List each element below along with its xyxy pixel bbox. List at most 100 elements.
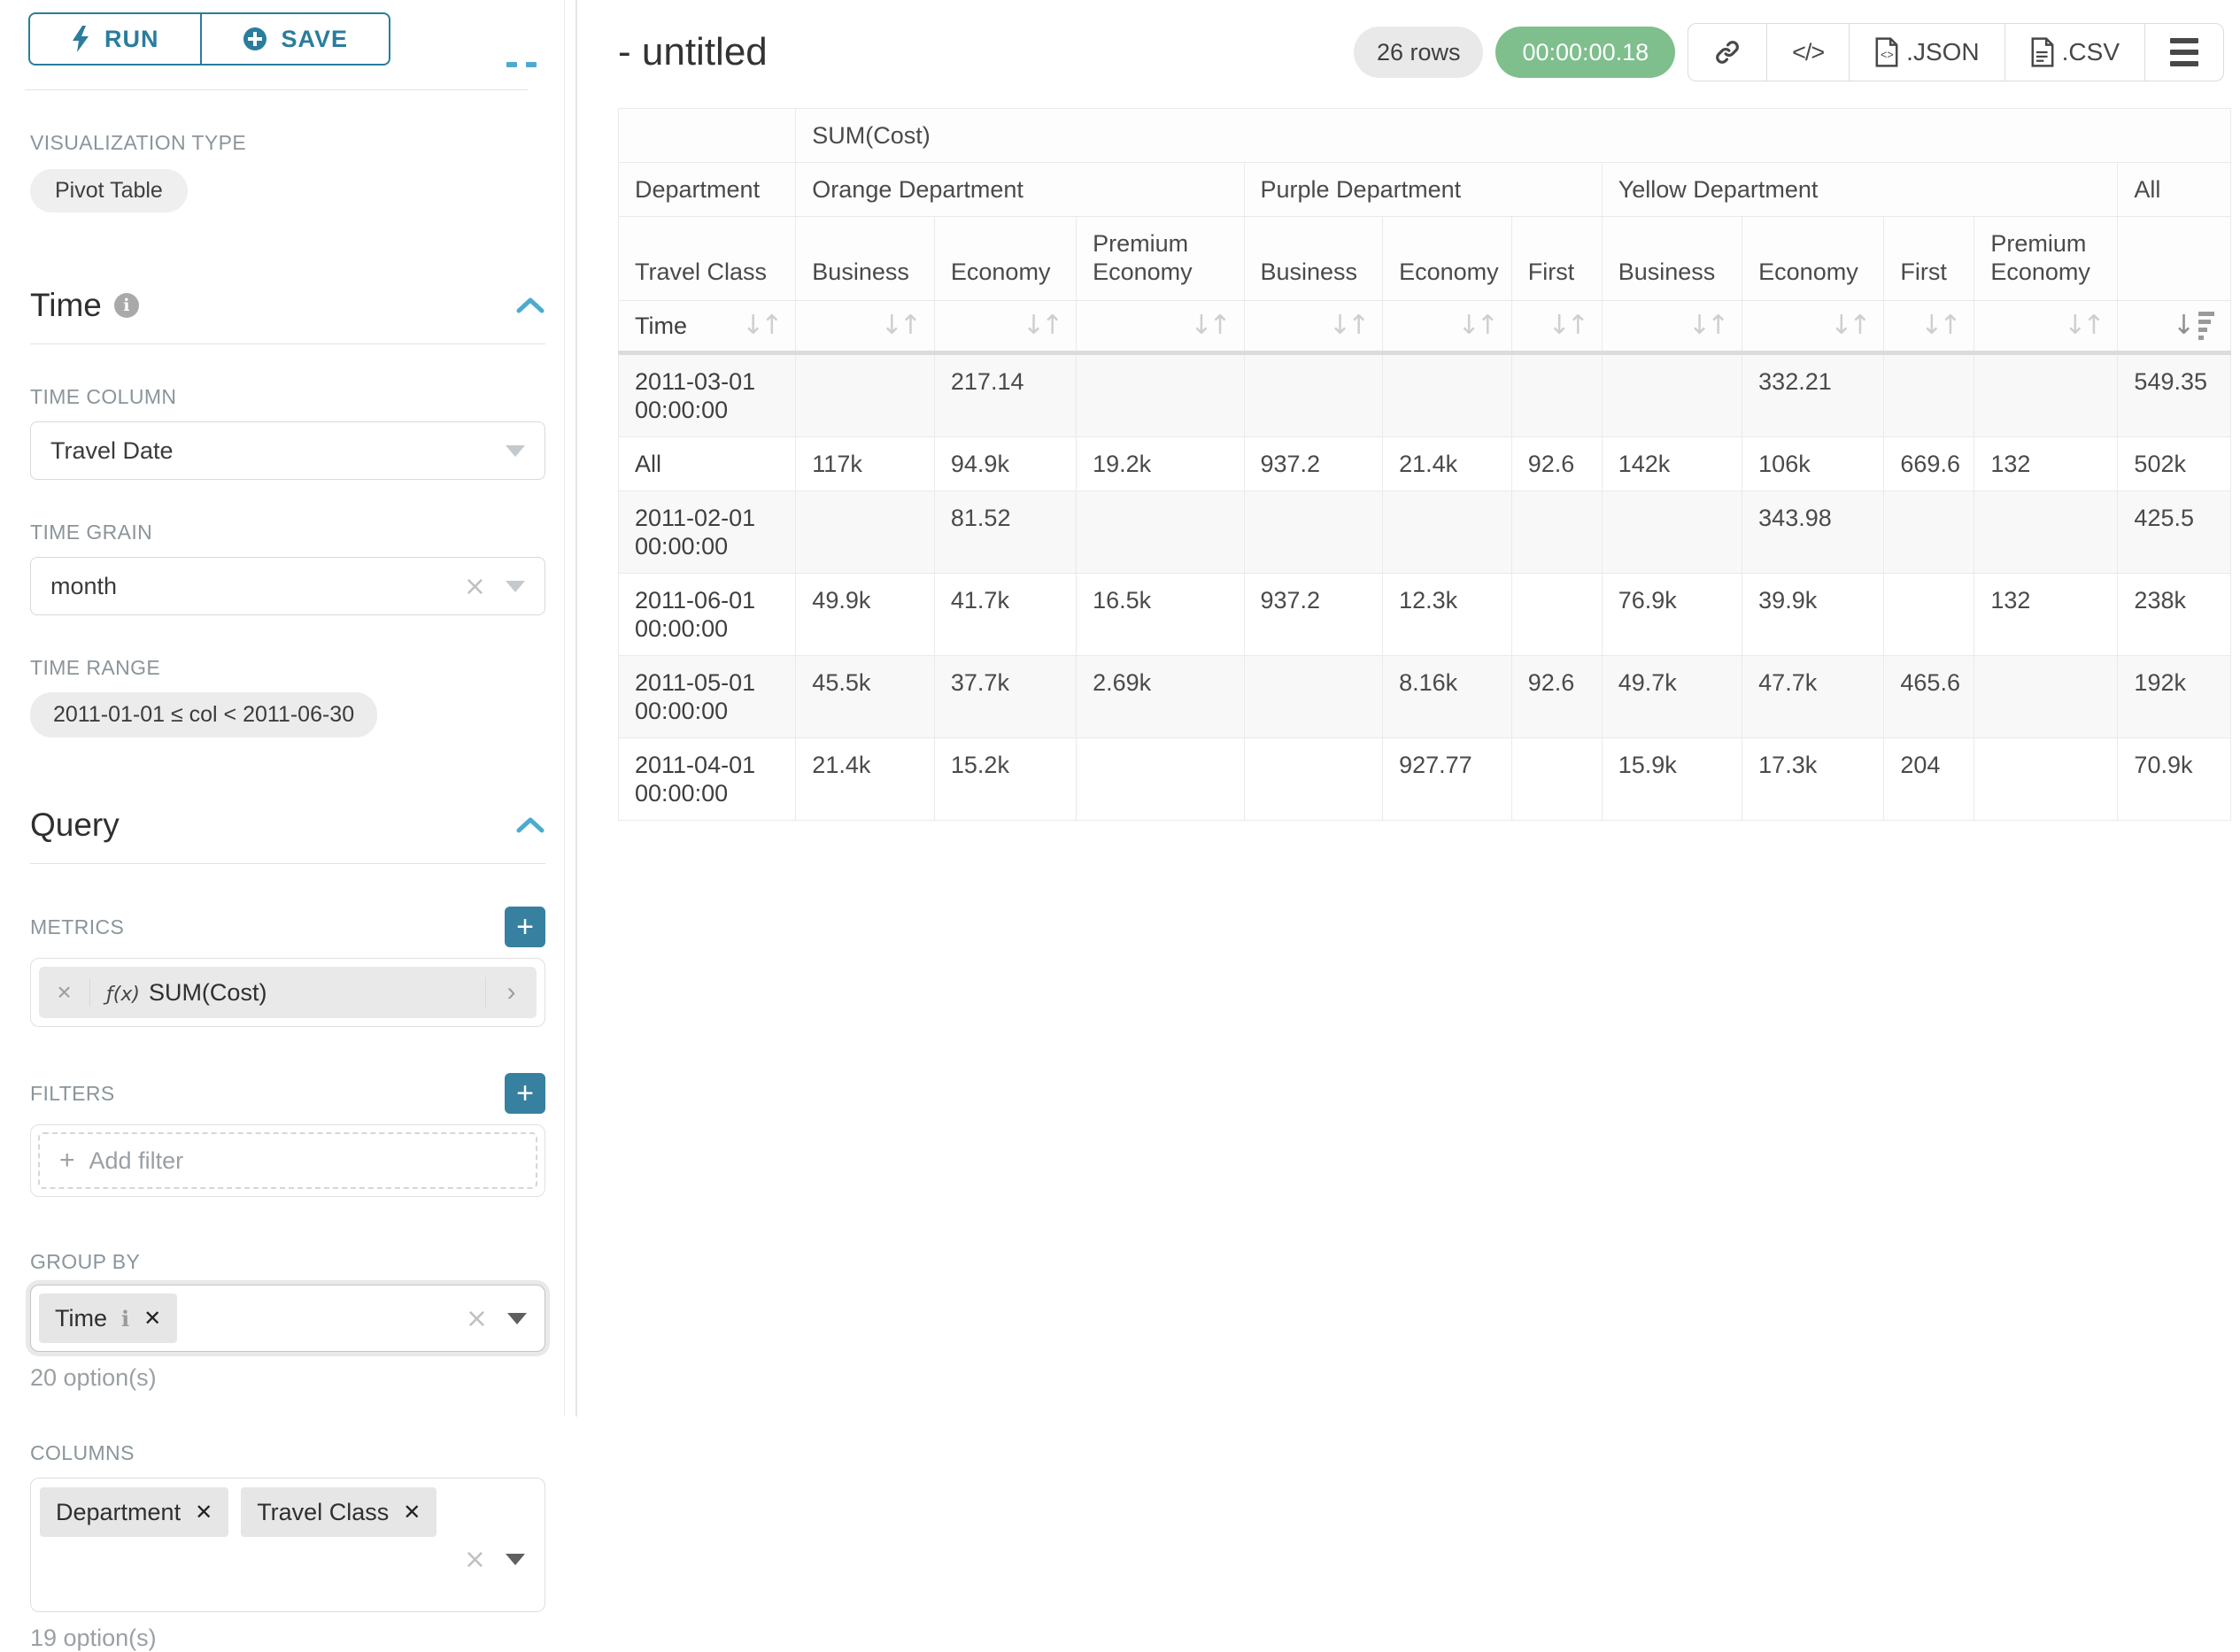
pivot-cell [1382, 490, 1512, 574]
remove-metric-icon[interactable]: × [39, 978, 90, 1007]
pivot-cell [1076, 352, 1245, 437]
export-csv-button[interactable]: .CSV [2004, 24, 2144, 81]
query-section-header: Query [30, 807, 545, 844]
pivot-cell: 19.2k [1076, 436, 1245, 491]
pivot-cell [1883, 490, 1975, 574]
sort-icon[interactable]: ↓↑ [2064, 310, 2105, 341]
pivot-cell: 21.4k [795, 737, 935, 821]
pivot-table: SUM(Cost) Department Orange Department P… [617, 108, 2231, 821]
metrics-field: × ƒ(x) SUM(Cost) › [30, 958, 545, 1027]
menu-button[interactable] [2144, 24, 2223, 81]
sort-icon[interactable]: ↓↑ [1548, 310, 1588, 341]
pivot-cell: 47.7k [1742, 655, 1885, 738]
pivot-cell [1883, 573, 1975, 656]
pivot-cell: 132 [1974, 573, 2119, 656]
clear-icon[interactable]: × [463, 1544, 486, 1575]
pivot-cell: 45.5k [795, 655, 935, 738]
export-json-button[interactable]: <> .JSON [1849, 24, 2004, 81]
pivot-cell: 16.5k [1076, 573, 1245, 656]
columns-tag-travel-class[interactable]: Travel Class ✕ [241, 1487, 437, 1537]
subcol-header: Economy [1742, 216, 1885, 301]
table-row: 2011-04-01 00:00:00 21.4k 15.2k 927.77 15.9k… [617, 737, 2231, 821]
metrics-label: METRICS [30, 915, 125, 938]
plus-icon: + [59, 1146, 75, 1175]
run-button[interactable]: RUN [30, 14, 200, 64]
sort-icon[interactable]: ↓↑ [1920, 310, 1961, 341]
time-row-label: Time [635, 313, 687, 339]
pivot-cell: 17.3k [1742, 737, 1885, 821]
pivot-cell [1076, 737, 1245, 821]
view-query-button[interactable]: </> [1766, 24, 1849, 81]
expand-metric-icon[interactable]: › [485, 977, 537, 1007]
group-by-label: GROUP BY [30, 1250, 141, 1273]
add-filter-plus-button[interactable]: + [505, 1073, 545, 1114]
clipped-icon [506, 62, 517, 67]
add-filter-button[interactable]: + Add filter [38, 1132, 537, 1189]
sort-icon[interactable]: ↓↑ [1830, 310, 1871, 341]
time-column-select[interactable]: Travel Date [30, 421, 545, 480]
visualization-type-value[interactable]: Pivot Table [30, 169, 188, 212]
metric-header: SUM(Cost) [795, 108, 2231, 163]
col-dim-label: Travel Class [617, 216, 797, 301]
subcol-header: Economy [1382, 216, 1512, 301]
clear-icon[interactable]: × [465, 1302, 488, 1334]
chevron-down-icon [507, 1312, 527, 1324]
pivot-cell: 37.7k [933, 655, 1078, 738]
col-group-purple: Purple Department [1243, 162, 1603, 217]
col-group-orange: Orange Department [795, 162, 1245, 217]
group-by-select[interactable]: Time i ✕ × [30, 1285, 545, 1352]
subcol-header: Premium Economy [1974, 216, 2119, 301]
pivot-cell: 425.5 [2117, 490, 2231, 574]
sort-desc-active-icon[interactable]: ↓ [2173, 312, 2214, 340]
clear-icon[interactable]: × [463, 570, 486, 602]
share-link-button[interactable] [1688, 24, 1766, 81]
clipped-icon [526, 62, 537, 67]
svg-text:<>: <> [1881, 49, 1894, 61]
remove-tag-icon[interactable]: ✕ [143, 1306, 162, 1331]
row-label: 2011-04-01 00:00:00 [617, 737, 797, 821]
pivot-cell [1883, 352, 1975, 437]
remove-tag-icon[interactable]: ✕ [195, 1500, 213, 1525]
sort-icon[interactable]: ↓↑ [1022, 310, 1063, 341]
pivot-cell [795, 490, 935, 574]
lightning-icon [73, 26, 89, 52]
pivot-cell: 94.9k [933, 436, 1078, 491]
time-column-label: TIME COLUMN [30, 385, 177, 408]
columns-label: COLUMNS [30, 1441, 135, 1464]
corner-cell [617, 108, 797, 163]
remove-tag-icon[interactable]: ✕ [403, 1500, 421, 1525]
panel-scrollbar[interactable] [564, 0, 565, 1417]
save-button[interactable]: SAVE [199, 14, 390, 64]
pivot-cell: 92.6 [1510, 655, 1603, 738]
group-by-tag-time[interactable]: Time i ✕ [39, 1293, 178, 1343]
pivot-cell [1243, 490, 1384, 574]
add-metric-button[interactable]: + [505, 907, 545, 947]
sort-icon[interactable]: ↓↑ [880, 310, 922, 341]
collapse-query-chevron-icon[interactable] [515, 816, 545, 834]
sort-icon[interactable]: ↓↑ [742, 310, 783, 341]
subcol-header: Business [795, 216, 935, 301]
sort-icon[interactable]: ↓↑ [1457, 310, 1498, 341]
metric-chip[interactable]: × ƒ(x) SUM(Cost) › [39, 967, 537, 1018]
chart-title[interactable]: - untitled [618, 30, 768, 73]
time-grain-label: TIME GRAIN [30, 521, 153, 544]
columns-select[interactable]: Department ✕ Travel Class ✕ × [30, 1478, 545, 1612]
time-range-label: TIME RANGE [30, 656, 161, 679]
sort-icon[interactable]: ↓↑ [1688, 310, 1729, 341]
col-group-all: All [2117, 162, 2231, 217]
visualization-type-label: VISUALIZATION TYPE [30, 131, 247, 154]
sort-icon[interactable]: ↓↑ [1190, 310, 1231, 341]
sort-icon[interactable]: ↓↑ [1328, 310, 1370, 341]
pivot-cell [1601, 352, 1743, 437]
time-grain-select[interactable]: month × [30, 557, 545, 615]
pivot-cell: 49.9k [795, 573, 935, 656]
pivot-cell: 15.2k [933, 737, 1078, 821]
collapse-time-chevron-icon[interactable] [515, 297, 545, 314]
pivot-cell: 106k [1742, 436, 1885, 491]
time-range-value[interactable]: 2011-01-01 ≤ col < 2011-06-30 [30, 692, 378, 737]
columns-tag-department[interactable]: Department ✕ [40, 1487, 229, 1537]
chart-panel: - untitled 26 rows 00:00:00.18 </> <> .J… [577, 0, 2240, 1417]
pivot-cell [1974, 352, 2119, 437]
pivot-cell: 49.7k [1601, 655, 1743, 738]
pivot-cell [1382, 352, 1512, 437]
